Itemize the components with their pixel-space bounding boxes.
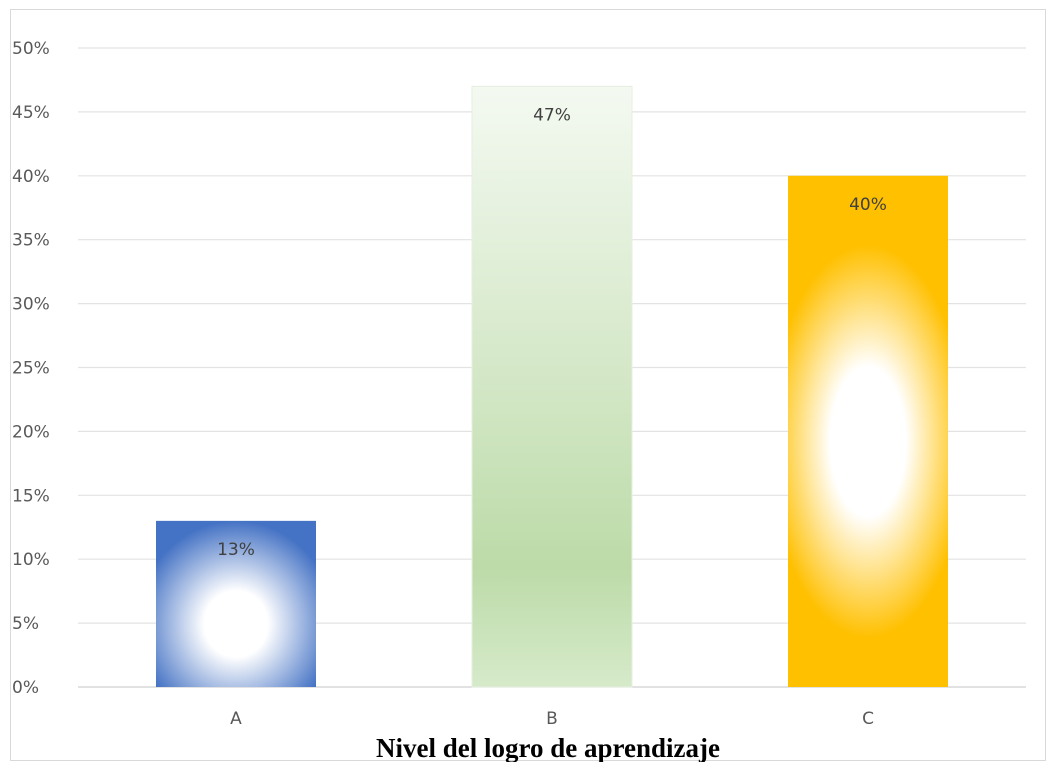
y-tick-label: 5% xyxy=(12,614,39,634)
y-tick-label: 10% xyxy=(12,550,50,570)
y-tick-label: 40% xyxy=(12,167,50,187)
data-label-a: 13% xyxy=(217,540,255,560)
y-tick-label: 45% xyxy=(12,103,50,123)
y-tick-label: 0% xyxy=(12,678,39,698)
y-tick-label: 35% xyxy=(12,231,50,251)
x-tick-label: B xyxy=(546,709,558,729)
x-tick-label: A xyxy=(230,709,242,729)
data-labels: 13% 47% 40% xyxy=(217,105,887,560)
x-tick-label: C xyxy=(862,709,874,729)
x-axis-title: Nivel del logro de aprendizaje xyxy=(376,733,720,762)
y-tick-label: 20% xyxy=(12,422,50,442)
data-label-b: 47% xyxy=(533,105,571,125)
y-tick-label: 25% xyxy=(12,359,50,379)
y-tick-label: 15% xyxy=(12,486,50,506)
bar-c xyxy=(788,175,948,688)
y-tick-label: 50% xyxy=(12,39,50,59)
y-tick-label: 30% xyxy=(12,295,50,315)
bar-a xyxy=(156,520,316,687)
data-label-c: 40% xyxy=(849,195,887,215)
bars xyxy=(156,85,948,688)
y-axis: 0% 5% 10% 15% 20% 25% 30% 35% 40% 45% 50% xyxy=(12,39,50,698)
bar-b xyxy=(471,85,633,688)
x-axis: A B C xyxy=(230,709,874,729)
